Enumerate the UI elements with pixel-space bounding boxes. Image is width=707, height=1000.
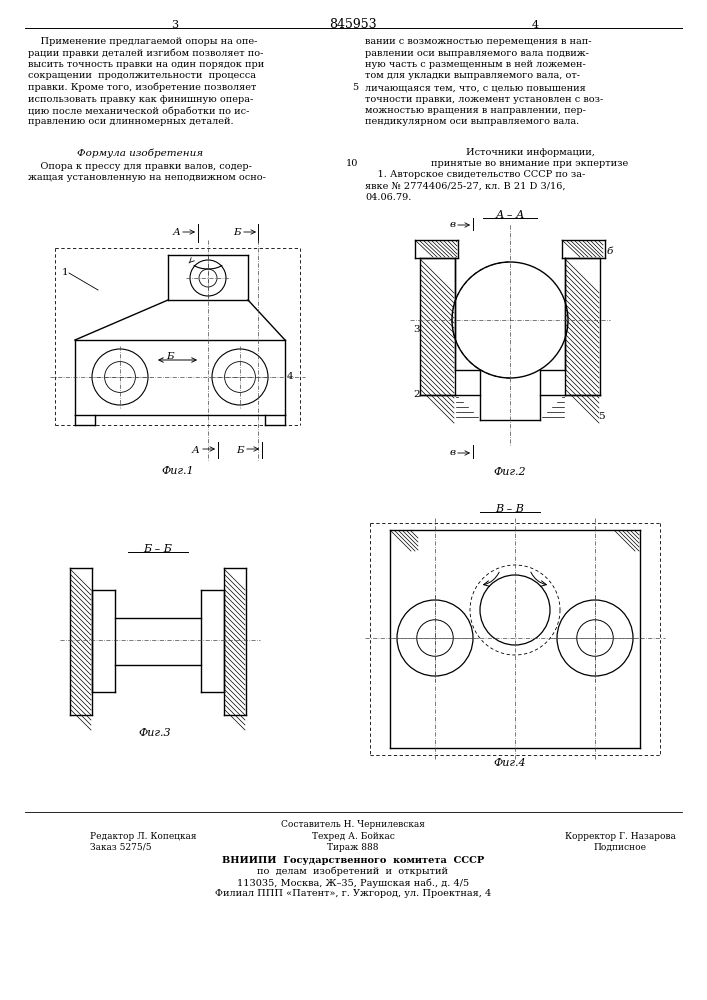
- Text: 10: 10: [346, 159, 358, 168]
- Text: цию после механической обработки по ис-: цию после механической обработки по ис-: [28, 106, 250, 115]
- Text: Б: Б: [233, 228, 241, 237]
- Text: принятые во внимание при экпертизе: принятые во внимание при экпертизе: [431, 159, 629, 168]
- Text: личающаяся тем, что, с целью повышения: личающаяся тем, что, с целью повышения: [365, 83, 586, 92]
- Text: Тираж 888: Тираж 888: [327, 843, 379, 852]
- Text: 3: 3: [413, 325, 420, 334]
- Text: Заказ 5275/5: Заказ 5275/5: [90, 843, 151, 852]
- Text: 4: 4: [287, 372, 293, 381]
- Text: пендикулярном оси выправляемого вала.: пендикулярном оси выправляемого вала.: [365, 117, 579, 126]
- Text: А – А: А – А: [496, 210, 525, 220]
- Text: по  делам  изобретений  и  открытий: по делам изобретений и открытий: [257, 867, 448, 876]
- Text: можностью вращения в направлении, пер-: можностью вращения в направлении, пер-: [365, 106, 586, 115]
- Text: жащая установленную на неподвижном осно-: жащая установленную на неподвижном осно-: [28, 174, 266, 182]
- Text: 1: 1: [62, 268, 69, 277]
- Text: Фиг.4: Фиг.4: [493, 758, 526, 768]
- Text: Б: Б: [166, 352, 174, 361]
- Text: Филиал ППП «Патент», г. Ужгород, ул. Проектная, 4: Филиал ППП «Патент», г. Ужгород, ул. Про…: [215, 889, 491, 898]
- Text: 4: 4: [532, 20, 539, 30]
- Text: 04.06.79.: 04.06.79.: [365, 193, 411, 202]
- Text: правки. Кроме того, изобретение позволяет: правки. Кроме того, изобретение позволяе…: [28, 83, 257, 93]
- Text: вании с возможностью перемещения в нап-: вании с возможностью перемещения в нап-: [365, 37, 592, 46]
- Text: в: в: [450, 448, 456, 457]
- Text: высить точность правки на один порядок при: высить точность правки на один порядок п…: [28, 60, 264, 69]
- Text: правлению оси длинномерных деталей.: правлению оси длинномерных деталей.: [28, 117, 233, 126]
- Text: Фиг.1: Фиг.1: [162, 466, 194, 476]
- Text: рации правки деталей изгибом позволяет по-: рации правки деталей изгибом позволяет п…: [28, 48, 264, 58]
- Text: 3: 3: [171, 20, 179, 30]
- Text: Источники информации,: Источники информации,: [466, 148, 595, 157]
- Text: Корректор Г. Назарова: Корректор Г. Назарова: [565, 832, 675, 841]
- Text: использовать правку как финишную опера-: использовать правку как финишную опера-: [28, 95, 253, 104]
- Text: Формула изобретения: Формула изобретения: [77, 148, 203, 157]
- Text: 2: 2: [413, 390, 420, 399]
- Text: Техред А. Бойкас: Техред А. Бойкас: [312, 832, 395, 841]
- Text: 5: 5: [598, 412, 604, 421]
- Text: Фиг.2: Фиг.2: [493, 467, 526, 477]
- Text: А: А: [173, 228, 181, 237]
- Text: ВНИИПИ  Государственного  комитета  СССР: ВНИИПИ Государственного комитета СССР: [222, 856, 484, 865]
- Text: сокращении  продолжительности  процесса: сокращении продолжительности процесса: [28, 72, 256, 81]
- Text: 1. Авторское свидетельство СССР по за-: 1. Авторское свидетельство СССР по за-: [365, 170, 585, 179]
- Text: в: в: [450, 220, 456, 229]
- Text: Редактор Л. Копецкая: Редактор Л. Копецкая: [90, 832, 197, 841]
- Text: 5: 5: [352, 83, 358, 92]
- Text: Применение предлагаемой опоры на опе-: Применение предлагаемой опоры на опе-: [28, 37, 257, 46]
- Text: ную часть с размещенным в ней ложемен-: ную часть с размещенным в ней ложемен-: [365, 60, 586, 69]
- Text: Б – Б: Б – Б: [144, 544, 173, 554]
- Text: Опора к прессу для правки валов, содер-: Опора к прессу для правки валов, содер-: [28, 162, 252, 171]
- Text: явке № 2774406/25-27, кл. В 21 D 3/16,: явке № 2774406/25-27, кл. В 21 D 3/16,: [365, 182, 566, 190]
- Text: 845953: 845953: [329, 18, 377, 31]
- Text: б: б: [607, 247, 614, 256]
- Text: В – В: В – В: [496, 504, 525, 514]
- Text: 113035, Москва, Ж–35, Раушская наб., д. 4/5: 113035, Москва, Ж–35, Раушская наб., д. …: [237, 878, 469, 888]
- Text: Подписное: Подписное: [593, 843, 646, 852]
- Text: Фиг.3: Фиг.3: [139, 728, 171, 738]
- Text: точности правки, ложемент установлен с воз-: точности правки, ложемент установлен с в…: [365, 95, 603, 104]
- Text: том для укладки выправляемого вала, от-: том для укладки выправляемого вала, от-: [365, 72, 580, 81]
- Text: Составитель Н. Чернилевская: Составитель Н. Чернилевская: [281, 820, 425, 829]
- Text: равлении оси выправляемого вала подвиж-: равлении оси выправляемого вала подвиж-: [365, 48, 589, 57]
- Text: Б: Б: [236, 446, 244, 455]
- Text: А: А: [192, 446, 200, 455]
